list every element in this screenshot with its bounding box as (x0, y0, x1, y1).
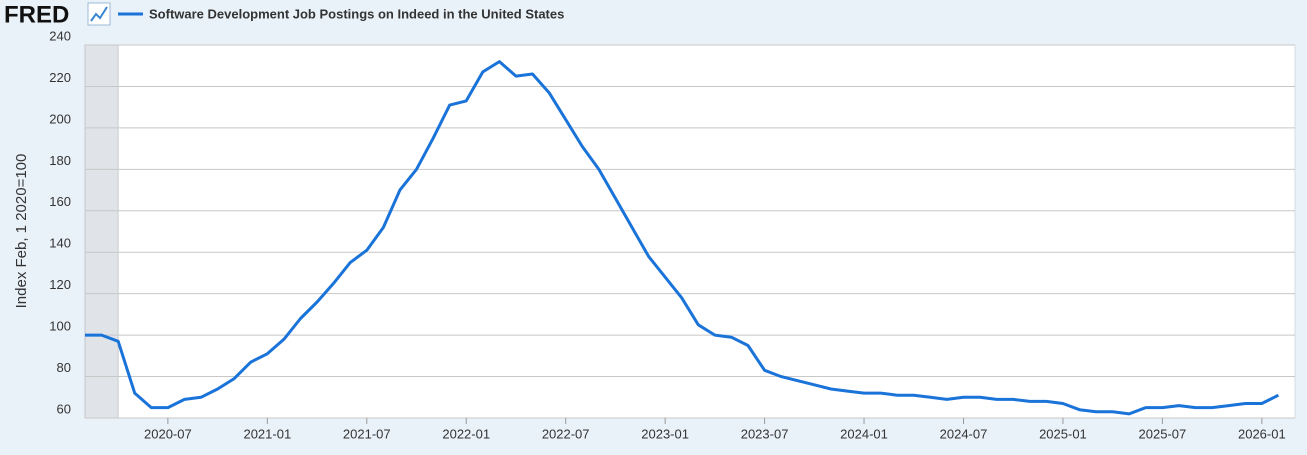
y-axis-label: Index Feb, 1 2020=100 (13, 154, 30, 309)
y-tick-label: 240 (49, 28, 71, 43)
x-tick-label: 2022-01 (442, 426, 490, 441)
y-tick-label: 200 (49, 111, 71, 126)
y-tick-label: 220 (49, 70, 71, 85)
recession-shade (84, 44, 119, 419)
x-tick-label: 2024-07 (940, 426, 988, 441)
chart-icon (87, 2, 111, 26)
y-tick-label: 180 (49, 153, 71, 168)
legend-label: Software Development Job Postings on Ind… (149, 6, 564, 21)
brand-logo: FRED (4, 1, 69, 28)
x-tick-label: 2025-01 (1039, 426, 1087, 441)
y-tick-label: 120 (49, 277, 71, 292)
y-tick-label: 80 (57, 360, 71, 375)
plot-area (84, 44, 1296, 419)
x-tick-label: 2023-01 (641, 426, 689, 441)
x-tick-label: 2023-07 (741, 426, 789, 441)
y-tick-label: 160 (49, 194, 71, 209)
data-line (85, 60, 1280, 416)
x-tick-label: 2021-01 (243, 426, 291, 441)
y-tick-label: 140 (49, 236, 71, 251)
x-tick-label: 2026-01 (1238, 426, 1286, 441)
x-tick-label: 2025-07 (1139, 426, 1187, 441)
x-tick-label: 2020-07 (144, 426, 192, 441)
y-tick-label: 60 (57, 401, 71, 416)
x-tick-label: 2024-01 (840, 426, 888, 441)
y-tick-label: 100 (49, 319, 71, 334)
x-tick-label: 2022-07 (542, 426, 590, 441)
x-tick-label: 2021-07 (343, 426, 391, 441)
